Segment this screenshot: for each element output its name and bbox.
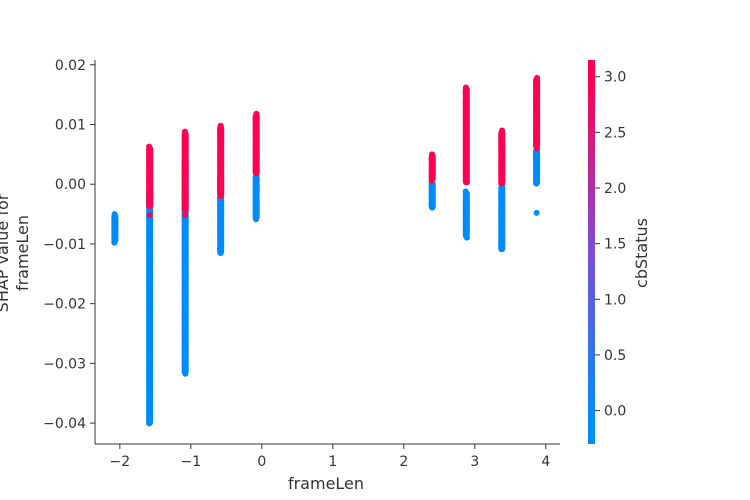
strip-x-3.87 [532, 74, 541, 216]
colorbar [588, 60, 595, 444]
strip-x-2.4 [428, 151, 436, 211]
x-axis-title: frameLen [288, 474, 364, 493]
scatter-point [253, 216, 260, 223]
colorbar-tick-label: 0.0 [604, 404, 626, 420]
y-tick-label: −0.01 [43, 237, 86, 253]
y-tick-label: −0.02 [43, 297, 86, 313]
y-tick-label: 0.02 [55, 58, 86, 74]
scatter-point [182, 207, 189, 214]
colorbar-tick-label: 3.0 [604, 70, 626, 86]
colorbar-title: cbStatus [632, 218, 651, 288]
scatter-points-layer [111, 74, 541, 427]
scatter-point [111, 239, 118, 246]
colorbar-tick-label: 1.5 [604, 237, 626, 253]
strip-x-2.88 [462, 84, 470, 241]
scatter-point [463, 179, 470, 186]
y-ticks: −0.04 −0.03 −0.02 −0.01 0.00 0.01 0.02 [43, 58, 95, 432]
scatter-point [429, 204, 436, 211]
colorbar-ticks: 0.0 0.5 1.0 1.5 2.0 2.5 3.0 [595, 70, 626, 420]
y-tick-label: −0.04 [43, 416, 86, 432]
y-tick-label: 0.01 [55, 117, 86, 133]
strip-x--1.08 [181, 128, 189, 377]
scatter-point [253, 170, 260, 177]
strip-x--0.58 [217, 122, 225, 257]
scatter-point [498, 246, 505, 253]
colorbar-tick-label: 2.5 [604, 125, 626, 141]
colorbar-tick-label: 2.0 [604, 181, 626, 197]
y-tick-label: 0.00 [55, 177, 86, 193]
scatter-point [533, 145, 540, 152]
colorbar-tick-label: 0.5 [604, 348, 626, 364]
scatter-point [498, 180, 505, 187]
x-ticks: −2 −1 0 1 2 3 4 [110, 444, 550, 470]
strip-x--0.08 [252, 110, 260, 223]
y-axis-title-line-1: SHAP value for [0, 193, 12, 312]
scatter-point [217, 250, 224, 257]
scatter-point [146, 202, 153, 209]
strip-x--1.58 [146, 143, 154, 427]
scatter-point [146, 212, 153, 219]
x-tick-label: 1 [328, 454, 337, 470]
scatter-point [463, 234, 470, 241]
scatter-point [533, 180, 540, 187]
scatter-point [217, 193, 224, 200]
x-tick-label: −2 [110, 454, 131, 470]
x-tick-label: 0 [257, 454, 266, 470]
y-axis-title-line-2: frameLen [13, 215, 32, 291]
strip-x--2.07 [111, 211, 119, 246]
y-tick-label: −0.03 [43, 356, 86, 372]
scatter-point [533, 209, 540, 216]
x-tick-label: −1 [181, 454, 202, 470]
colorbar-tick-label: 1.0 [604, 292, 626, 308]
x-tick-label: 4 [541, 454, 550, 470]
scatter-point [182, 370, 189, 377]
strip-x-3.38 [498, 127, 506, 253]
scatter-point [146, 420, 153, 427]
x-tick-label: 3 [470, 454, 479, 470]
scatter-point [428, 177, 435, 184]
scatter-point [182, 212, 189, 219]
x-tick-label: 2 [399, 454, 408, 470]
